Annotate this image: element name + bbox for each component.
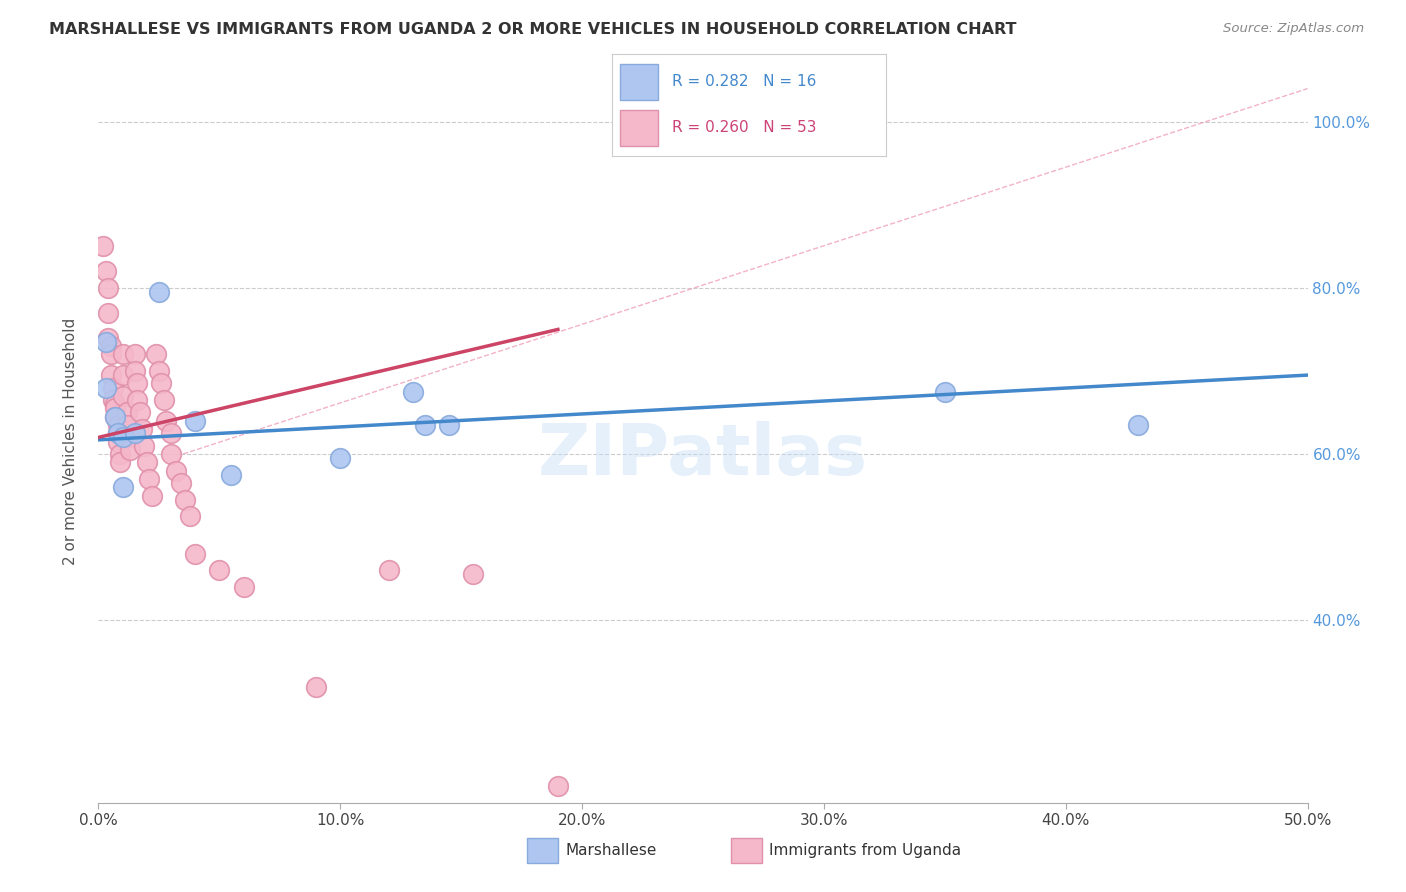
Point	[305, 680, 328, 694]
Point	[111, 480, 134, 494]
Point	[124, 347, 146, 361]
Point	[107, 426, 129, 441]
Text: MARSHALLESE VS IMMIGRANTS FROM UGANDA 2 OR MORE VEHICLES IN HOUSEHOLD CORRELATIO: MARSHALLESE VS IMMIGRANTS FROM UGANDA 2 …	[49, 22, 1017, 37]
Point	[547, 779, 569, 793]
Text: ZIPatlas: ZIPatlas	[538, 422, 868, 491]
Point	[117, 417, 139, 432]
Point	[174, 492, 197, 507]
Y-axis label: 2 or more Vehicles in Household: 2 or more Vehicles in Household	[63, 318, 77, 566]
Point	[97, 331, 120, 345]
Text: Immigrants from Uganda: Immigrants from Uganda	[769, 844, 962, 858]
Point	[108, 455, 131, 469]
Point	[437, 417, 460, 432]
Point	[94, 264, 117, 278]
Point	[100, 368, 122, 383]
Point	[97, 281, 120, 295]
Text: R = 0.260   N = 53: R = 0.260 N = 53	[672, 120, 817, 136]
Point	[108, 447, 131, 461]
Point	[463, 567, 485, 582]
Point	[104, 409, 127, 424]
Point	[107, 417, 129, 432]
Point	[148, 285, 170, 299]
Point	[377, 563, 399, 577]
Point	[111, 347, 134, 361]
Point	[221, 467, 243, 482]
Point	[104, 409, 127, 424]
Point	[101, 380, 124, 394]
Point	[94, 380, 117, 394]
Point	[124, 426, 146, 441]
Point	[100, 347, 122, 361]
Point	[127, 392, 149, 407]
Point	[934, 384, 956, 399]
Point	[329, 451, 352, 466]
Point	[145, 347, 167, 361]
Point	[165, 464, 187, 478]
Point	[111, 430, 134, 444]
Point	[208, 563, 231, 577]
Point	[148, 364, 170, 378]
Point	[131, 422, 153, 436]
Point	[402, 384, 425, 399]
Point	[107, 434, 129, 449]
Point	[184, 414, 207, 428]
Point	[1128, 417, 1150, 432]
Point	[179, 509, 201, 524]
Point	[107, 426, 129, 441]
Bar	[620, 64, 658, 100]
Bar	[620, 110, 658, 145]
Point	[128, 405, 150, 419]
Point	[97, 306, 120, 320]
Point	[101, 392, 124, 407]
Point	[94, 334, 117, 349]
Point	[141, 489, 163, 503]
Point	[232, 580, 254, 594]
Text: Marshallese: Marshallese	[565, 844, 657, 858]
Point	[118, 442, 141, 457]
Point	[138, 472, 160, 486]
Point	[413, 417, 436, 432]
Point	[111, 368, 134, 383]
Point	[100, 339, 122, 353]
Point	[134, 439, 156, 453]
Point	[117, 405, 139, 419]
Point	[160, 447, 183, 461]
Point	[135, 455, 157, 469]
Point	[118, 430, 141, 444]
Text: Source: ZipAtlas.com: Source: ZipAtlas.com	[1223, 22, 1364, 36]
Point	[169, 476, 191, 491]
Point	[184, 547, 207, 561]
Point	[150, 376, 173, 391]
Point	[155, 414, 177, 428]
Point	[152, 392, 174, 407]
Point	[104, 401, 127, 416]
Point	[111, 389, 134, 403]
Point	[124, 364, 146, 378]
Text: R = 0.282   N = 16: R = 0.282 N = 16	[672, 74, 817, 89]
Point	[104, 397, 127, 411]
Point	[127, 376, 149, 391]
Point	[160, 426, 183, 441]
Point	[91, 239, 114, 253]
